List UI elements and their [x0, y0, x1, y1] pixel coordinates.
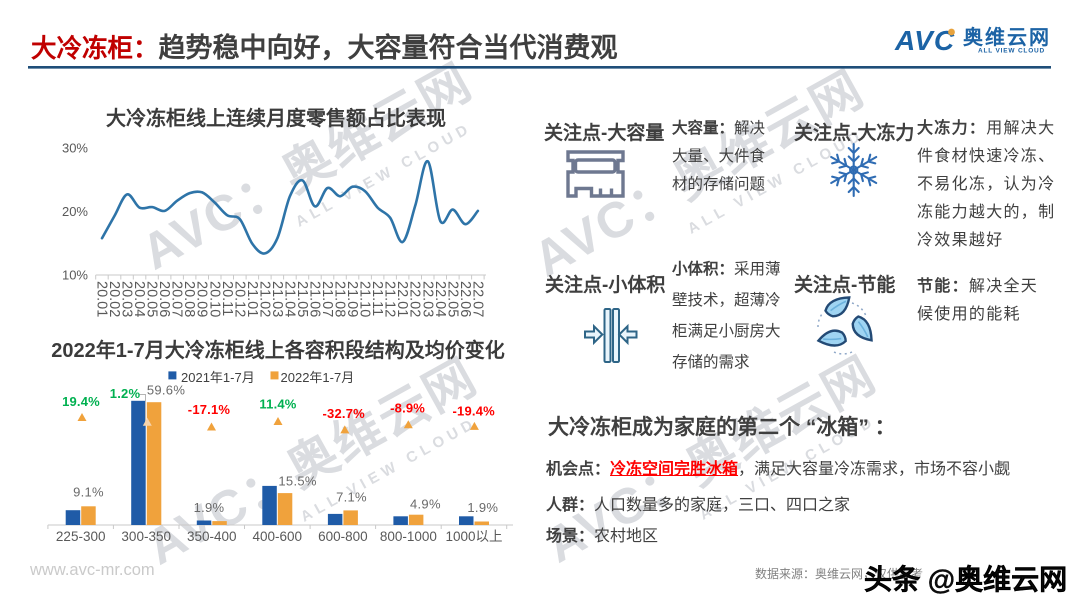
svg-text:21.01: 21.01 — [244, 281, 260, 317]
svg-text:21.02: 21.02 — [256, 281, 272, 317]
svg-text:21.12: 21.12 — [382, 281, 398, 317]
svg-text:22.04: 22.04 — [432, 281, 448, 317]
svg-text:225-300: 225-300 — [56, 529, 106, 544]
svg-text:9.1%: 9.1% — [73, 485, 104, 500]
svg-text:-8.9%: -8.9% — [390, 401, 425, 416]
svg-text:22.06: 22.06 — [457, 281, 473, 317]
svg-text:20.03: 20.03 — [119, 281, 135, 317]
svg-text:20.11: 20.11 — [219, 281, 235, 316]
svg-text:800-1000: 800-1000 — [380, 529, 437, 544]
svg-text:22.07: 22.07 — [469, 281, 485, 317]
svg-text:1.9%: 1.9% — [194, 500, 225, 515]
svg-text:2021年1-7月: 2021年1-7月 — [181, 370, 255, 385]
svg-text:600-800: 600-800 — [318, 529, 368, 544]
svg-text:ALL VIEW CLOUD: ALL VIEW CLOUD — [978, 48, 1045, 55]
svg-text:15.5%: 15.5% — [278, 474, 317, 489]
svg-text:21.04: 21.04 — [281, 281, 297, 317]
svg-text:20.06: 20.06 — [156, 281, 172, 317]
svg-text:22.01: 22.01 — [394, 281, 410, 317]
svg-text:20.05: 20.05 — [144, 281, 160, 317]
svg-text:20.08: 20.08 — [181, 281, 197, 317]
svg-text:-17.1%: -17.1% — [188, 402, 231, 417]
svg-text:AVC: AVC — [894, 25, 955, 56]
svg-text:20.12: 20.12 — [231, 281, 247, 317]
svg-text:21.09: 21.09 — [344, 281, 360, 317]
svg-text:20.10: 20.10 — [206, 281, 222, 317]
svg-text:300-350: 300-350 — [121, 529, 171, 544]
svg-text:10%: 10% — [62, 268, 88, 283]
svg-text:-19.4%: -19.4% — [453, 404, 496, 419]
svg-text:4.9%: 4.9% — [410, 496, 441, 511]
svg-text:22.05: 22.05 — [444, 281, 460, 317]
svg-text:22.03: 22.03 — [419, 281, 435, 317]
svg-text:20.09: 20.09 — [194, 281, 210, 317]
svg-text:19.4%: 19.4% — [62, 394, 100, 409]
svg-text:1000以上: 1000以上 — [445, 529, 502, 544]
svg-text:21.05: 21.05 — [294, 281, 310, 317]
svg-text:-32.7%: -32.7% — [323, 406, 366, 421]
svg-text:20.07: 20.07 — [169, 281, 185, 317]
svg-text:21.07: 21.07 — [319, 281, 335, 317]
svg-text:21.08: 21.08 — [332, 281, 348, 317]
svg-text:30%: 30% — [62, 141, 88, 156]
svg-text:59.6%: 59.6% — [147, 383, 186, 398]
svg-text:1.2%: 1.2% — [110, 386, 141, 401]
svg-text:21.11: 21.11 — [369, 281, 385, 316]
svg-text:7.1%: 7.1% — [336, 490, 367, 505]
svg-text:20.02: 20.02 — [106, 281, 122, 317]
svg-text:1.9%: 1.9% — [467, 500, 498, 515]
svg-text:2022年1-7月: 2022年1-7月 — [281, 370, 355, 385]
svg-text:20.01: 20.01 — [94, 281, 110, 317]
svg-text:奥维云网: 奥维云网 — [963, 25, 1051, 49]
svg-text:11.4%: 11.4% — [259, 396, 296, 411]
svg-text:400-600: 400-600 — [253, 529, 303, 544]
svg-text:20.04: 20.04 — [131, 281, 147, 317]
svg-text:21.06: 21.06 — [307, 281, 323, 317]
svg-text:20%: 20% — [62, 204, 88, 219]
svg-text:350-400: 350-400 — [187, 529, 237, 544]
svg-text:21.03: 21.03 — [269, 281, 285, 317]
svg-text:21.10: 21.10 — [357, 281, 373, 317]
svg-text:22.02: 22.02 — [407, 281, 423, 317]
